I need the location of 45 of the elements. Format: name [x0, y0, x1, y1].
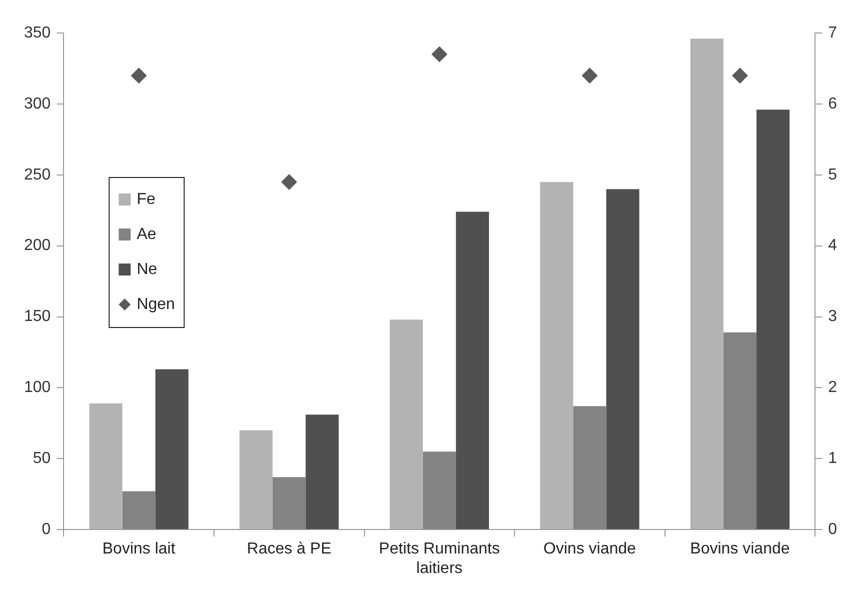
point [431, 46, 448, 62]
bar [390, 320, 423, 530]
y-tick-label: 300 [24, 95, 51, 112]
legend-label: Ngen [136, 296, 175, 313]
y2-tick-label: 5 [828, 166, 838, 184]
y-tick-label: 250 [24, 166, 51, 184]
y2-tick-label: 0 [828, 521, 838, 538]
bar [756, 110, 790, 530]
x-tick-label: Ovins viande [543, 540, 636, 558]
bar [272, 477, 306, 530]
bar [122, 491, 156, 530]
bar [723, 332, 756, 530]
bar [155, 369, 188, 530]
point [582, 68, 598, 84]
bar [573, 406, 606, 530]
y2-tick-label: 3 [828, 308, 838, 326]
legend-label: Ae [136, 226, 156, 243]
bar [306, 414, 339, 530]
y-tick-label: 100 [24, 379, 51, 396]
x-tick-label: Bovins viande [690, 540, 790, 558]
x-tick-label: Petits Ruminants laitiers [378, 540, 500, 577]
y2-tick-label: 2 [828, 379, 838, 396]
y2-tick-label: 4 [828, 237, 838, 254]
y-tick-label: 50 [32, 450, 51, 468]
bar [422, 452, 456, 530]
y2-tick-label: 1 [828, 450, 838, 468]
point [281, 174, 298, 190]
bar [540, 182, 574, 530]
y2-tick-label: 6 [828, 95, 838, 112]
y2-tick-label: 7 [828, 24, 838, 42]
legend-label: Fe [136, 190, 156, 208]
y-tick-label: 0 [42, 521, 51, 538]
point [732, 68, 748, 84]
point [130, 68, 147, 84]
bar [606, 189, 640, 530]
x-tick-label: Bovins lait [102, 540, 176, 558]
bar [240, 430, 273, 530]
bar [456, 212, 489, 530]
bar [690, 38, 724, 530]
y-tick-label: 350 [24, 24, 51, 42]
y-tick-label: 150 [24, 308, 51, 326]
y-tick-label: 200 [24, 237, 51, 254]
bar [89, 403, 122, 530]
legend-label: Ne [136, 260, 158, 278]
x-tick-label: Races à PE [246, 540, 332, 558]
